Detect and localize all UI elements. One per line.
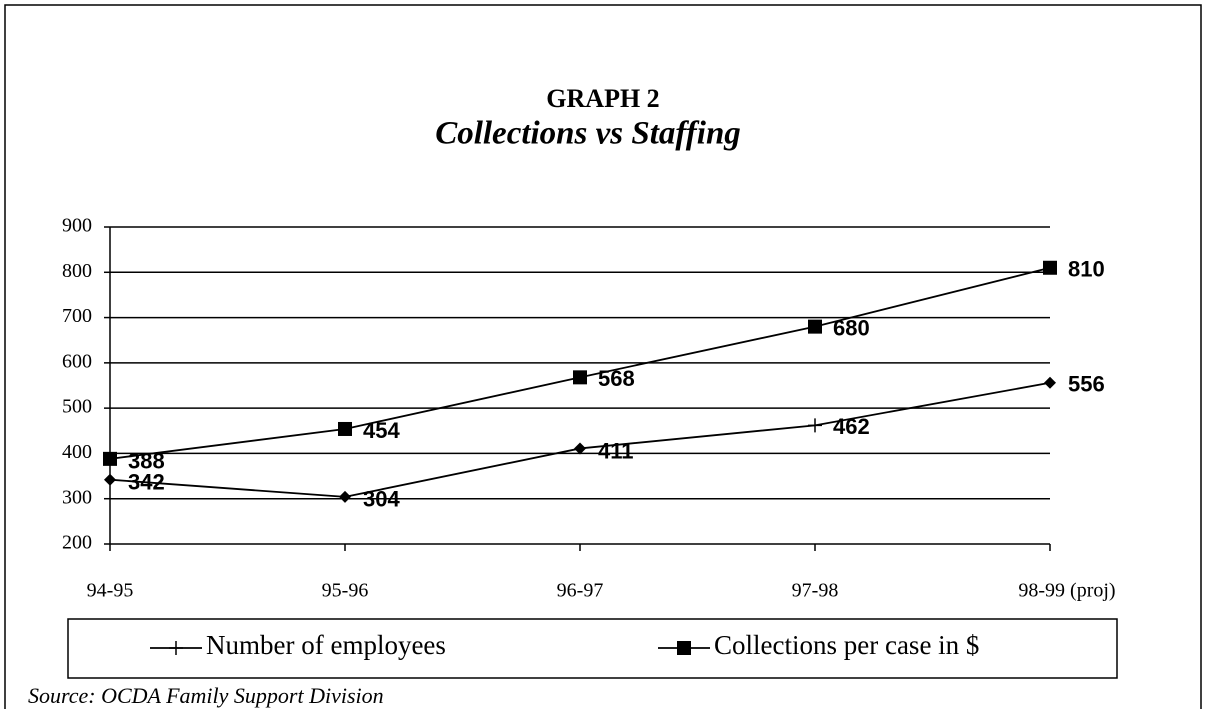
x-tick-label: 95-96 — [322, 580, 369, 602]
data-label: 462 — [833, 414, 870, 439]
data-label: 388 — [128, 449, 165, 474]
y-tick-label: 800 — [62, 260, 92, 282]
point — [573, 370, 587, 385]
y-tick-label: 600 — [62, 350, 92, 372]
point — [808, 418, 822, 433]
data-label: 454 — [363, 418, 400, 443]
data-label: 556 — [1068, 372, 1105, 397]
legend-label: Number of employees — [206, 630, 446, 660]
point — [1044, 376, 1056, 389]
chart-subtitle: Collections vs Staffing — [435, 116, 741, 152]
point — [169, 641, 183, 655]
data-label: 342 — [128, 470, 165, 495]
legend-box — [67, 618, 1118, 679]
point — [104, 473, 116, 486]
source-note: Source: OCDA Family Support Division — [28, 683, 384, 708]
data-label: 568 — [598, 366, 635, 391]
point — [338, 421, 352, 436]
data-label: 680 — [833, 315, 870, 340]
y-tick-label: 500 — [62, 396, 92, 418]
x-tick-label: 97-98 — [792, 580, 839, 602]
data-label: 411 — [598, 438, 634, 463]
chart-title: GRAPH 2 — [546, 84, 659, 113]
point — [808, 319, 822, 334]
series-line — [109, 381, 1051, 498]
y-tick-label: 700 — [62, 305, 92, 327]
point — [574, 442, 586, 455]
point — [677, 641, 691, 655]
y-tick-label: 400 — [62, 441, 92, 463]
data-label: 304 — [363, 487, 400, 512]
point — [339, 490, 351, 503]
point — [103, 451, 117, 466]
x-tick-label: 98-99 (proj) — [1018, 580, 1115, 602]
y-tick-label: 300 — [62, 486, 92, 508]
point — [1043, 260, 1057, 275]
y-tick-label: 900 — [62, 215, 92, 237]
legend-label: Collections per case in $ — [714, 630, 979, 660]
x-tick-label: 96-97 — [557, 580, 604, 602]
frame — [4, 4, 1202, 709]
data-label: 810 — [1068, 257, 1105, 282]
y-tick-label: 200 — [62, 532, 92, 554]
x-tick-label: 94-95 — [87, 580, 134, 602]
